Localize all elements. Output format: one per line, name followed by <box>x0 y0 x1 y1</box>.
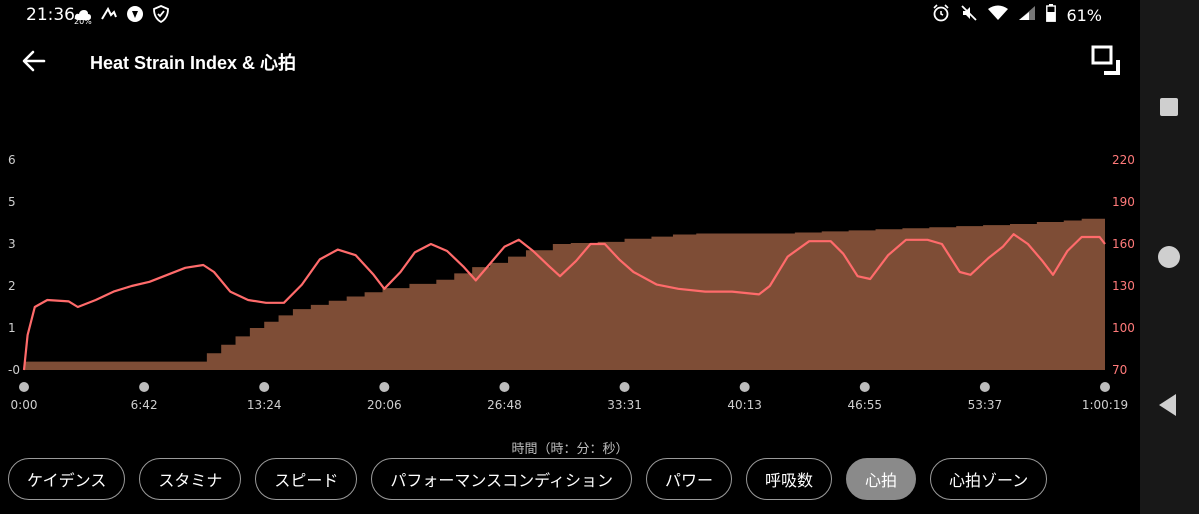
x-tick-label: 0:00 <box>11 398 38 412</box>
left-tick-label: 1 <box>8 321 16 335</box>
x-tick-dot <box>139 382 150 392</box>
recents-button[interactable] <box>1154 92 1184 122</box>
x-tick-dot <box>379 382 390 392</box>
metric-chip-heart-rate[interactable]: 心拍 <box>846 458 917 500</box>
x-tick-label: 1:00:19 <box>1082 398 1128 412</box>
wifi-icon <box>988 5 1009 25</box>
metric-chip-performance-condition[interactable]: パフォーマンスコンディション <box>371 458 632 500</box>
shield-icon <box>152 5 170 27</box>
x-tick-label: 53:37 <box>968 398 1003 412</box>
back-triangle-icon <box>1159 394 1176 416</box>
x-tick-label: 46:55 <box>847 398 882 412</box>
left-tick-label: 2 <box>8 279 16 293</box>
x-tick-dot <box>979 382 990 392</box>
x-tick-label: 6:42 <box>131 398 158 412</box>
metric-chip-cadence[interactable]: ケイデンス <box>8 458 126 500</box>
top-app-bar: Heat Strain Index & 心拍 <box>0 36 1140 86</box>
home-circle-icon <box>1158 246 1180 268</box>
right-tick-label: 70 <box>1112 363 1127 377</box>
heat-strain-heart-rate-chart[interactable]: -0 1 2 3 5 6 70 100 130 160 190 220 0:00 6:42 13:24 2… <box>0 140 1140 420</box>
x-tick-dot <box>619 382 630 392</box>
x-tick-dot <box>859 382 870 392</box>
status-time: 21:36 <box>26 5 75 25</box>
right-axis-ticks: 70 100 130 160 190 220 <box>1112 153 1135 377</box>
arrow-left-icon <box>22 50 46 72</box>
fullscreen-button[interactable] <box>1090 44 1126 78</box>
left-axis-ticks: -0 1 2 3 5 6 <box>8 153 20 377</box>
weather-cloud-icon: 20% <box>74 6 92 26</box>
metric-chip-power[interactable]: パワー <box>645 458 732 500</box>
x-tick-dot <box>1100 382 1110 392</box>
x-tick-dot <box>499 382 510 392</box>
battery-percent: 61% <box>1066 5 1102 25</box>
page-title: Heat Strain Index & 心拍 <box>90 53 297 73</box>
x-tick-label: 20:06 <box>367 398 402 412</box>
left-tick-label: 5 <box>8 195 16 209</box>
metric-chip-speed[interactable]: スピード <box>255 458 358 500</box>
left-tick-label: 3 <box>8 237 16 251</box>
alarm-icon <box>932 4 950 26</box>
x-axis-ticks: 0:00 6:42 13:24 20:06 26:48 33:31 40:13 46:55 53… <box>11 382 1128 412</box>
status-bar: 21:36 20% 61% <box>0 0 1140 32</box>
status-icons-right: 61% <box>932 4 1102 26</box>
signal-icon <box>1018 5 1036 25</box>
x-tick-label: 33:31 <box>607 398 642 412</box>
x-tick-dot <box>259 382 270 392</box>
status-icons-left: 20% <box>74 5 170 27</box>
app-notification-icon <box>126 5 144 27</box>
battery-icon <box>1046 4 1057 26</box>
activity-app-icon <box>100 5 118 27</box>
nav-back-button[interactable] <box>1154 390 1184 420</box>
left-tick-label: 6 <box>8 153 16 167</box>
recents-square-icon <box>1160 98 1178 116</box>
mute-icon <box>960 4 978 26</box>
weather-percent: 20% <box>74 17 92 26</box>
right-tick-label: 160 <box>1112 237 1135 251</box>
right-tick-label: 100 <box>1112 321 1135 335</box>
home-button[interactable] <box>1154 242 1184 272</box>
x-axis-title: 時間（時：分：秒） <box>511 442 629 457</box>
x-tick-dot <box>19 382 29 392</box>
metric-chip-stamina[interactable]: スタミナ <box>139 458 242 500</box>
heat-strain-series <box>24 217 1105 370</box>
heart-rate-line <box>22 233 1106 371</box>
metric-chip-respiration[interactable]: 呼吸数 <box>745 458 832 500</box>
fullscreen-icon <box>1091 45 1120 75</box>
x-tick-label: 13:24 <box>247 398 282 412</box>
right-tick-label: 220 <box>1112 153 1135 167</box>
system-nav-bar <box>1140 0 1199 514</box>
metric-selector: ケイデンス スタミナ スピード パフォーマンスコンディション パワー 呼吸数 心… <box>8 458 1048 502</box>
heart-rate-series <box>22 233 1106 371</box>
x-tick-dot <box>739 382 750 392</box>
metric-chip-heart-rate-zones[interactable]: 心拍ゾーン <box>930 458 1048 500</box>
back-button[interactable] <box>20 46 52 76</box>
right-tick-label: 130 <box>1112 279 1135 293</box>
heat-strain-area <box>24 217 1105 370</box>
x-tick-label: 26:48 <box>487 398 522 412</box>
right-tick-label: 190 <box>1112 195 1135 209</box>
left-tick-label: -0 <box>8 363 20 377</box>
x-tick-label: 40:13 <box>727 398 762 412</box>
